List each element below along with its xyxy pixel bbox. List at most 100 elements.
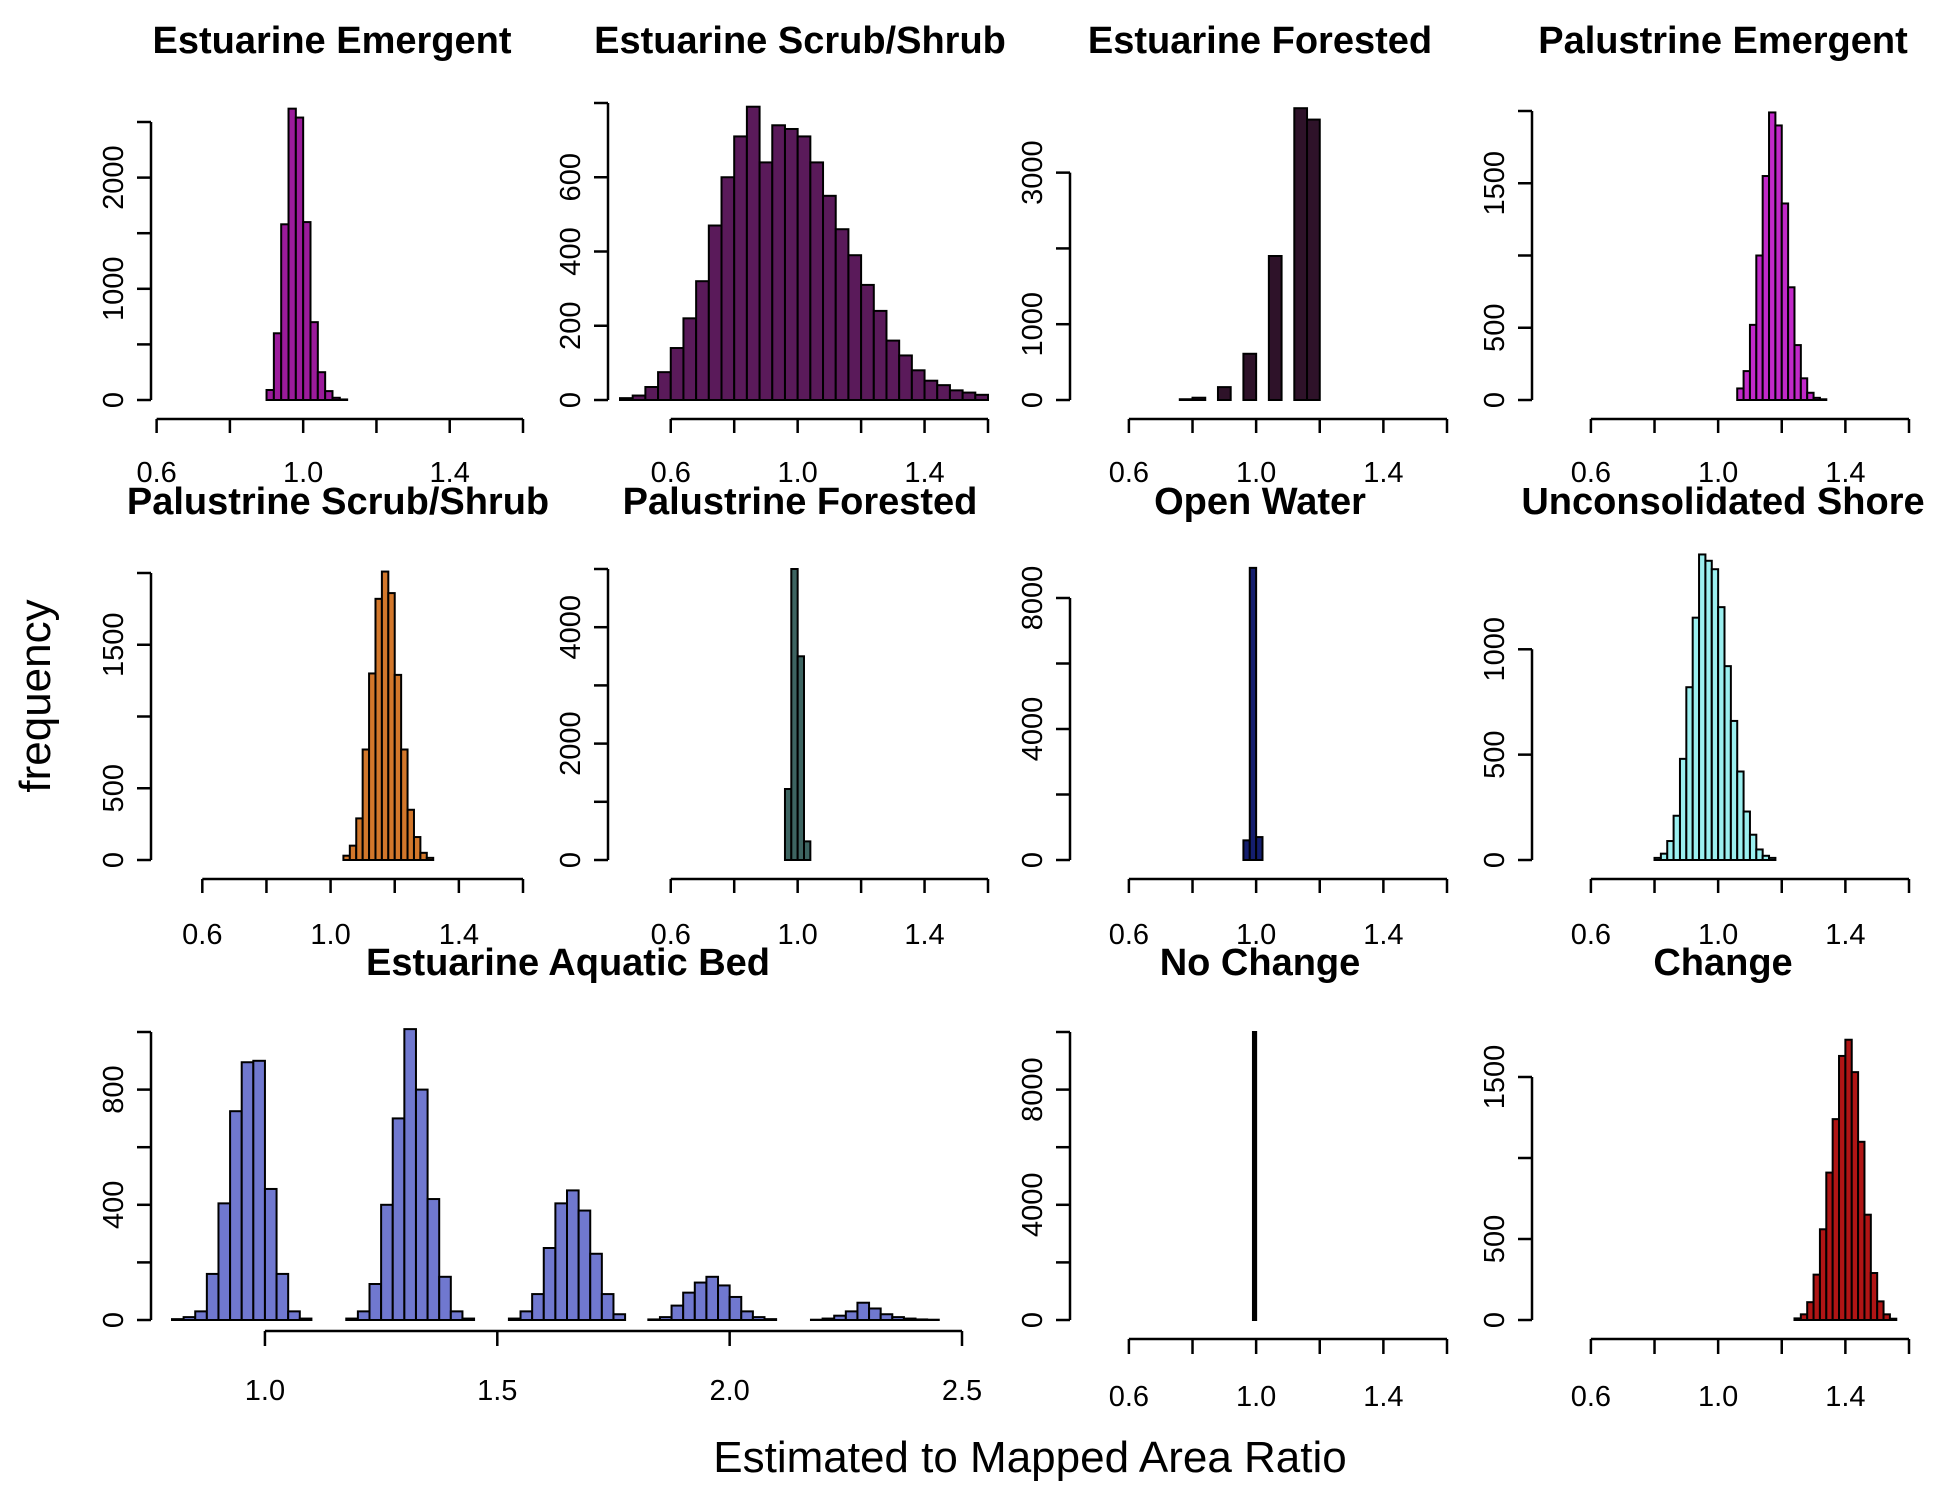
panel-title: Estuarine Aquatic Bed — [366, 942, 770, 984]
histogram-bar — [682, 317, 698, 402]
histogram-bar — [821, 1317, 836, 1322]
x-tick-label: 1.0 — [1698, 1381, 1738, 1413]
panel-palustrine-emergent: Palustrine Emergent 0 500 1500 0.6 1.0 1.4 — [1479, 20, 1911, 489]
histogram-bar — [612, 1313, 627, 1321]
histogram-bar — [316, 371, 327, 402]
histogram-bar — [914, 1318, 929, 1321]
histogram-bars — [265, 107, 349, 402]
y-tick-label: 8000 — [1017, 1057, 1049, 1122]
histogram-bar — [705, 1275, 720, 1322]
histogram-bar — [745, 105, 761, 402]
panel-palustrine-scrub-shrub: Palustrine Scrub/Shrub 0 500 1500 0.6 1.0 1.4 — [98, 481, 549, 951]
histogram-bar — [438, 1275, 452, 1322]
histogram-bar — [822, 194, 837, 401]
x-tick-label: 1.0 — [1698, 457, 1738, 489]
histogram-bar — [263, 1187, 278, 1321]
y-tick-label: 0 — [555, 852, 587, 868]
x-tick-label: 0.6 — [1109, 1381, 1149, 1413]
histogram-bar — [1876, 1300, 1885, 1321]
panel-title: Estuarine Scrub/Shrub — [594, 20, 1006, 62]
histogram-bar — [619, 397, 634, 401]
x-tick-label: 0.6 — [651, 457, 691, 489]
histogram-bar — [631, 394, 647, 402]
x-tick-label: 0.6 — [1109, 919, 1149, 951]
histogram-bar — [1787, 286, 1796, 402]
histogram-bar — [519, 1310, 534, 1321]
y-tick-label: 0 — [98, 1312, 130, 1328]
y-tick-label: 2000 — [98, 145, 130, 210]
x-tick-label: 1.4 — [904, 919, 944, 951]
histogram-bar — [733, 135, 748, 401]
histogram-bar — [265, 388, 275, 402]
histogram-bars — [342, 570, 435, 862]
histogram-bars — [1242, 566, 1264, 862]
histogram-bar — [275, 1272, 290, 1322]
histogram-bar — [644, 386, 660, 402]
x-tick-label: 0.6 — [651, 919, 691, 951]
y-tick-label: 500 — [98, 764, 130, 812]
x-tick-label: 1.4 — [1825, 1381, 1865, 1413]
panel-title: Change — [1653, 942, 1792, 984]
histogram-bar — [331, 396, 341, 402]
histogram-bar — [217, 1202, 232, 1321]
y-tick-label: 0 — [98, 852, 130, 868]
histogram-bar — [182, 1316, 197, 1321]
y-tick-label: 800 — [98, 1065, 130, 1113]
x-tick-label: 0.6 — [182, 919, 222, 951]
y-tick-label: 1500 — [98, 612, 130, 677]
histogram-bar — [324, 390, 334, 402]
histogram-bars — [783, 568, 812, 861]
y-tick-label: 3000 — [1017, 140, 1049, 205]
histogram-bar — [1191, 396, 1207, 402]
y-tick-label: 0 — [1017, 392, 1049, 408]
panel-change: Change 0 500 1500 0.6 1.0 1.4 — [1479, 942, 1911, 1413]
histogram-bar — [879, 1313, 894, 1321]
histogram-bar — [205, 1272, 220, 1322]
histogram-bar — [891, 1316, 905, 1321]
histogram-bar — [426, 1198, 441, 1322]
x-tick-label: 1.4 — [904, 457, 944, 489]
histogram-bar — [194, 1310, 208, 1321]
histogram-bar — [1869, 1272, 1879, 1322]
y-tick-label: 0 — [98, 392, 130, 408]
x-tick-label: 1.4 — [1825, 919, 1865, 951]
histogram-bar — [280, 223, 290, 401]
x-tick-label: 1.4 — [1825, 457, 1865, 489]
histogram-bar — [1888, 1317, 1898, 1321]
y-tick-label: 1500 — [1479, 1045, 1511, 1110]
histogram-bar — [531, 1293, 545, 1321]
panel-title: Estuarine Forested — [1088, 20, 1432, 62]
histogram-bar — [419, 851, 428, 862]
y-tick-label: 0 — [1017, 1312, 1049, 1328]
histogram-bar — [974, 393, 990, 401]
x-tick-label: 1.4 — [430, 457, 470, 489]
y-tick-label: 4000 — [1017, 697, 1049, 762]
histogram-bar — [1242, 352, 1258, 402]
panel-title: Open Water — [1154, 481, 1366, 523]
x-tick-label: 1.0 — [1236, 457, 1276, 489]
x-tick-label: 0.6 — [1571, 457, 1611, 489]
histogram-bar — [287, 1310, 301, 1321]
histogram-bar — [345, 1317, 359, 1322]
y-tick-label: 0 — [1479, 1312, 1511, 1328]
histogram-bars — [1251, 1031, 1258, 1321]
histogram-bar — [1251, 1031, 1258, 1321]
x-tick-label: 1.5 — [477, 1375, 517, 1407]
x-tick-label: 1.0 — [1236, 919, 1276, 951]
y-tick-label: 0 — [1479, 852, 1511, 868]
x-tick-label: 0.6 — [1571, 1381, 1611, 1413]
histogram-bar — [554, 1202, 568, 1321]
histogram-bar — [847, 254, 863, 401]
y-tick-label: 0 — [555, 392, 587, 408]
histogram-bar — [860, 283, 875, 402]
histogram-bar — [287, 107, 297, 401]
x-tick-label: 1.0 — [1236, 1381, 1276, 1413]
histogram-bar — [948, 389, 964, 402]
histogram-bar — [252, 1059, 266, 1322]
histogram-bar — [1178, 398, 1194, 401]
histogram-bar — [1306, 118, 1321, 401]
histogram-bars — [1736, 111, 1828, 402]
histogram-bar — [380, 1203, 394, 1322]
histogram-bar — [309, 321, 319, 401]
